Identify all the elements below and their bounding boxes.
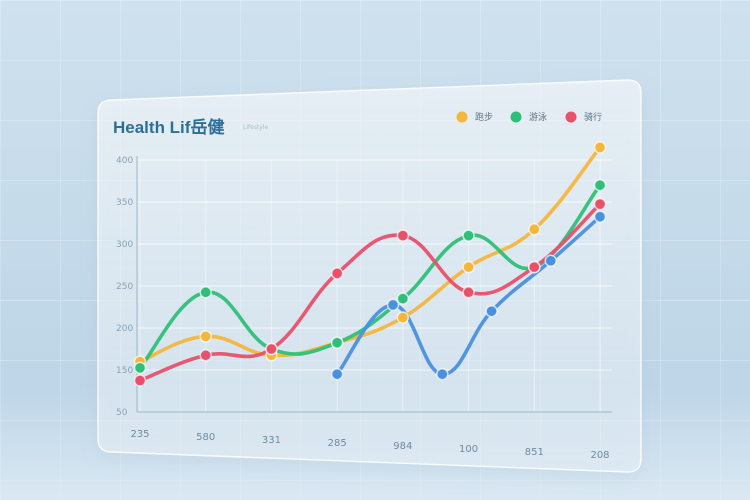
data-point [593, 197, 607, 211]
legend: 跑步 游泳 骑行 [456, 111, 602, 123]
x-tick-label: 235 [130, 429, 149, 440]
x-axis-ticks: 235 580 331 285 984 100 851 208 [130, 429, 609, 461]
data-point [462, 286, 475, 299]
legend-label: 游泳 [529, 111, 547, 123]
data-point [462, 260, 475, 274]
x-tick-label: 984 [393, 441, 412, 452]
data-point [265, 342, 278, 356]
y-tick-label: 350 [116, 198, 133, 208]
legend-swatch [510, 111, 522, 123]
data-point [396, 229, 410, 242]
data-point [199, 330, 212, 343]
legend-swatch [456, 111, 468, 123]
legend-swatch [565, 111, 577, 123]
data-point [330, 267, 344, 280]
data-point [528, 260, 541, 274]
data-point [436, 367, 449, 381]
chart-title: Health Lif岳健 [113, 117, 224, 137]
data-point [485, 304, 498, 318]
y-axis-ticks: 400 350 300 250 200 150 50 [116, 156, 133, 418]
x-tick-label: 851 [525, 447, 544, 458]
data-point [133, 374, 147, 387]
data-point [396, 311, 410, 324]
data-point [544, 254, 557, 268]
chart-subtitle: Lifestyle [243, 124, 269, 131]
y-tick-label: 150 [116, 366, 133, 376]
x-tick-label: 100 [459, 444, 478, 455]
y-tick-label: 300 [116, 240, 133, 250]
data-point [593, 210, 607, 223]
data-point [396, 292, 410, 305]
series-line-2 [138, 202, 602, 383]
data-point [199, 349, 212, 362]
data-point [330, 336, 344, 349]
x-tick-label: 580 [196, 432, 215, 443]
series-points [133, 141, 607, 387]
y-tick-label: 250 [116, 282, 133, 292]
y-tick-label: 50 [116, 408, 128, 418]
data-point [133, 361, 147, 375]
data-point [199, 286, 212, 299]
data-point [462, 229, 475, 242]
y-tick-label: 400 [116, 156, 133, 166]
x-tick-label: 208 [590, 450, 609, 461]
data-point [386, 298, 400, 312]
data-point [330, 367, 344, 381]
legend-label: 骑行 [584, 111, 602, 123]
x-tick-label: 331 [262, 435, 281, 446]
y-tick-label: 200 [116, 324, 133, 334]
data-point [593, 178, 607, 192]
data-point [528, 223, 541, 236]
legend-label: 跑步 [475, 111, 493, 123]
x-tick-label: 285 [328, 438, 347, 449]
data-point [593, 141, 607, 154]
chart-panel [97, 79, 642, 473]
